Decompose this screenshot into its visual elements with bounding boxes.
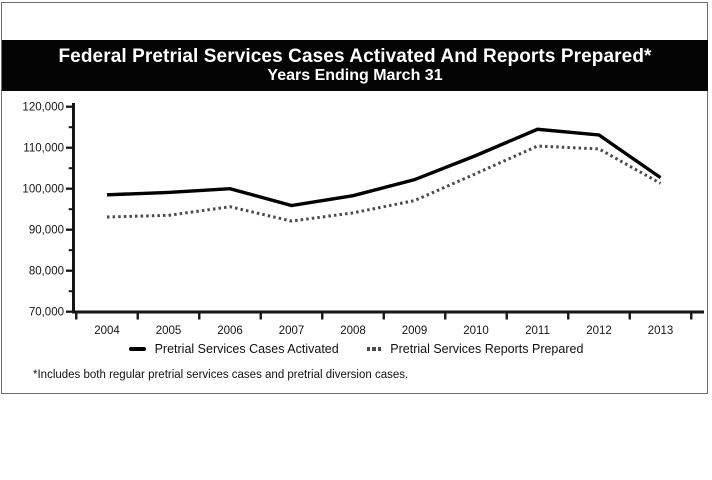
dotted-line-marker: [366, 347, 382, 351]
y-tick-label: 120,000: [22, 102, 64, 114]
x-tick-label: 2009: [402, 325, 428, 337]
legend-label-cases-activated: Pretrial Services Cases Activated: [154, 342, 339, 356]
x-tick-label: 2010: [463, 325, 489, 337]
x-tick-label: 2004: [94, 325, 120, 337]
legend-item-cases-activated: Pretrial Services Cases Activated: [128, 342, 339, 356]
y-tick-label: 90,000: [29, 225, 64, 237]
chart-subtitle: Years Ending March 31: [267, 67, 443, 85]
legend-label-reports-prepared: Pretrial Services Reports Prepared: [390, 342, 584, 356]
y-tick-label: 110,000: [23, 143, 64, 155]
x-axis: 2004 2005 2006 2007 2008 2009 2010 2011 2012 2013: [75, 311, 693, 337]
x-tick-label: 2008: [340, 325, 366, 337]
y-axis: 70,000 80,000 90,000 100,000 110,000 120,000: [22, 102, 74, 319]
series-line-pretrial-services-cases-activated: [106, 127, 662, 208]
solid-line-marker: [128, 347, 146, 351]
title-banner: Federal Pretrial Services Cases Activate…: [2, 40, 708, 91]
legend-item-reports-prepared: Pretrial Services Reports Prepared: [366, 342, 584, 356]
x-tick-label: 2007: [279, 325, 305, 337]
footnote: *Includes both regular pretrial services…: [33, 369, 409, 381]
series-line-pretrial-services-reports-prepared: [106, 144, 662, 223]
y-tick-label: 70,000: [29, 307, 64, 319]
y-tick-label: 80,000: [29, 266, 64, 278]
x-tick-label: 2005: [156, 325, 182, 337]
legend: Pretrial Services Cases Activated Pretri…: [0, 342, 712, 356]
y-tick-label: 100,000: [22, 184, 64, 196]
chart-title: Federal Pretrial Services Cases Activate…: [58, 45, 652, 67]
x-tick-label: 2006: [217, 325, 243, 337]
x-tick-label: 2013: [648, 325, 674, 337]
x-tick-label: 2011: [525, 325, 550, 337]
x-tick-label: 2012: [586, 325, 612, 337]
